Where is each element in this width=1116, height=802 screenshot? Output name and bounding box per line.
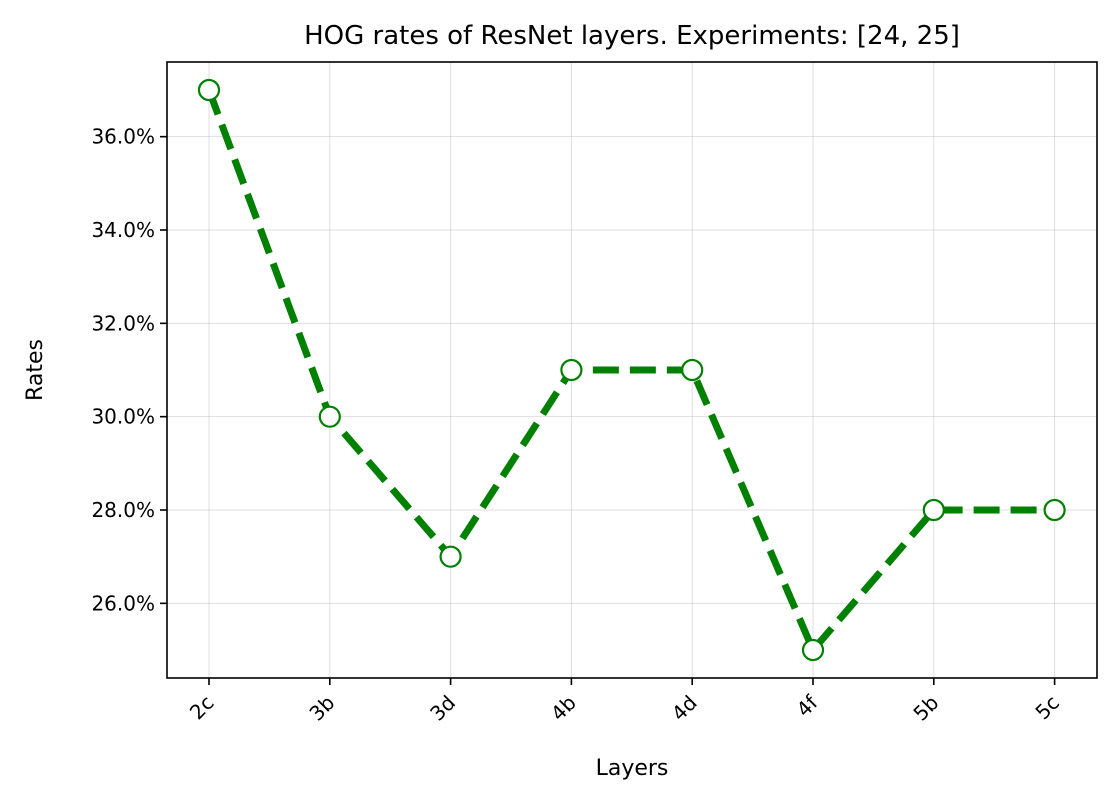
x-tick-label: 3d <box>425 691 460 726</box>
y-axis: 26.0% 28.0% 30.0% 32.0% 34.0% 36.0% <box>91 125 167 615</box>
x-tick-label: 5b <box>908 691 943 726</box>
y-axis-label: Rates <box>23 339 48 401</box>
x-tick-label: 4f <box>792 690 824 722</box>
y-tick-label: 28.0% <box>91 498 155 522</box>
data-point <box>560 358 583 382</box>
series-line <box>205 88 1055 654</box>
y-tick-label: 34.0% <box>91 218 155 242</box>
x-tick-label: 4b <box>546 691 581 726</box>
y-tick-label: 36.0% <box>91 125 155 149</box>
x-axis-label: Layers <box>596 756 669 781</box>
x-axis: 2c 3b 3d 4b 4d 4f 5b 5c <box>185 678 1064 726</box>
data-point <box>318 405 341 428</box>
data-point <box>801 638 825 662</box>
x-tick-label: 4d <box>667 691 702 726</box>
data-point <box>1043 498 1066 522</box>
data-point <box>197 78 221 102</box>
x-tick-label: 2c <box>185 691 219 725</box>
grid <box>167 62 1097 678</box>
y-tick-label: 32.0% <box>91 311 155 335</box>
x-tick-label: 3b <box>304 691 339 726</box>
data-point <box>681 358 704 382</box>
data-point <box>439 545 462 568</box>
chart-title: HOG rates of ResNet layers. Experiments:… <box>304 21 960 51</box>
plot-area <box>166 61 1098 679</box>
x-tick-label: 5c <box>1030 691 1064 725</box>
y-tick-label: 30.0% <box>91 405 155 429</box>
data-point <box>922 498 945 522</box>
series-group <box>197 78 1066 662</box>
y-tick-label: 26.0% <box>91 591 155 615</box>
